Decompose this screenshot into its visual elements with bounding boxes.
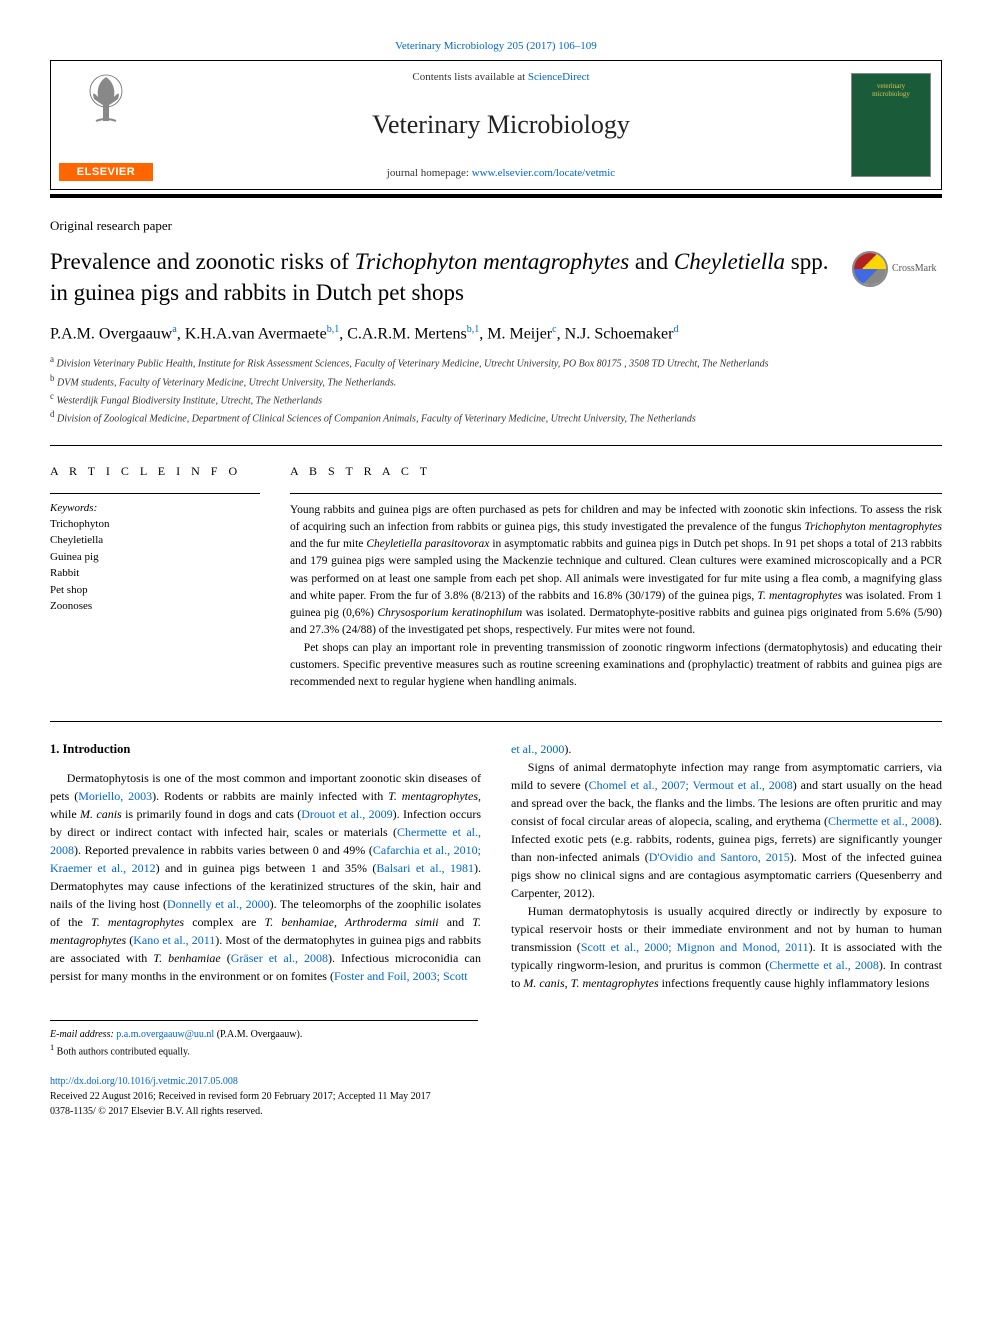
affiliation: Westerdijk Fungal Biodiversity Institute… bbox=[57, 395, 323, 406]
journal-cover: veterinary microbiology bbox=[851, 73, 931, 177]
author-affil-sup[interactable]: b,1 bbox=[467, 324, 480, 335]
keyword: Zoonoses bbox=[50, 598, 260, 615]
crossmark-text: CrossMark bbox=[892, 263, 936, 274]
title-italic: Cheyletiella bbox=[674, 249, 785, 274]
keyword: Guinea pig bbox=[50, 549, 260, 566]
journal-cover-box: veterinary microbiology bbox=[841, 61, 941, 189]
abstract-para: Young rabbits and guinea pigs are often … bbox=[290, 502, 942, 640]
header-citation: Veterinary Microbiology 205 (2017) 106–1… bbox=[50, 40, 942, 52]
citation-link[interactable]: Gräser et al., 2008 bbox=[231, 951, 328, 965]
keyword: Cheyletiella bbox=[50, 532, 260, 549]
body-para: Human dermatophytosis is usually acquire… bbox=[511, 902, 942, 992]
column-left: 1. Introduction Dermatophytosis is one o… bbox=[50, 740, 481, 992]
affiliations: a Division Veterinary Public Health, Ins… bbox=[50, 353, 942, 426]
contents-prefix: Contents lists available at bbox=[412, 71, 527, 83]
citation-link[interactable]: D'Ovidio and Santoro, 2015 bbox=[649, 850, 790, 864]
citation-link[interactable]: Moriello, 2003 bbox=[78, 789, 152, 803]
author-name: K.H.A.van Avermaete bbox=[185, 325, 327, 342]
divider bbox=[50, 721, 942, 722]
author-affil-sup[interactable]: c bbox=[552, 324, 556, 335]
footnotes: E-mail address: p.a.m.overgaauw@uu.nl (P… bbox=[50, 1020, 478, 1059]
homepage-line: journal homepage: www.elsevier.com/locat… bbox=[387, 167, 615, 179]
citation-link[interactable]: Scott et al., 2000; Mignon and Monod, 20… bbox=[581, 940, 809, 954]
body-para: Dermatophytosis is one of the most commo… bbox=[50, 769, 481, 985]
divider bbox=[50, 445, 942, 446]
publisher-name: ELSEVIER bbox=[59, 163, 153, 181]
article-info: A R T I C L E I N F O Keywords: Trichoph… bbox=[50, 464, 260, 692]
received-dates: Received 22 August 2016; Received in rev… bbox=[50, 1089, 942, 1104]
body-para: et al., 2000). bbox=[511, 740, 942, 758]
author-affil-sup[interactable]: b,1 bbox=[327, 324, 340, 335]
elsevier-tree-icon bbox=[76, 69, 136, 129]
title-part: and bbox=[629, 249, 674, 274]
title-italic: Trichophyton mentagrophytes bbox=[355, 249, 629, 274]
citation-link[interactable]: Donnelly et al., 2000 bbox=[167, 897, 270, 911]
citation-link[interactable]: Chermette et al., 2008 bbox=[828, 814, 935, 828]
citation-link[interactable]: et al., 2000 bbox=[511, 742, 564, 756]
paper-type: Original research paper bbox=[50, 218, 942, 234]
keywords-label: Keywords: bbox=[50, 493, 260, 514]
citation-link[interactable]: Balsari et al., 1981 bbox=[376, 861, 474, 875]
abstract-header: A B S T R A C T bbox=[290, 464, 942, 479]
body-text: 1. Introduction Dermatophytosis is one o… bbox=[50, 740, 942, 992]
keywords-list: Trichophyton Cheyletiella Guinea pig Rab… bbox=[50, 516, 260, 615]
cover-title-1: veterinary bbox=[877, 82, 905, 90]
title-part: Prevalence and zoonotic risks of bbox=[50, 249, 355, 274]
footer: http://dx.doi.org/10.1016/j.vetmic.2017.… bbox=[50, 1074, 942, 1119]
abstract-para: Pet shops can play an important role in … bbox=[290, 640, 942, 692]
corresponding-email[interactable]: p.a.m.overgaauw@uu.nl bbox=[116, 1029, 214, 1040]
keyword: Rabbit bbox=[50, 565, 260, 582]
author-name: C.A.R.M. Mertens bbox=[347, 325, 467, 342]
article-info-header: A R T I C L E I N F O bbox=[50, 464, 260, 479]
paper-title: Prevalence and zoonotic risks of Trichop… bbox=[50, 246, 852, 308]
homepage-link[interactable]: www.elsevier.com/locate/vetmic bbox=[472, 167, 615, 179]
publisher-logo: ELSEVIER bbox=[51, 61, 161, 189]
section-heading: 1. Introduction bbox=[50, 740, 481, 759]
affiliation: Division of Zoological Medicine, Departm… bbox=[57, 414, 696, 425]
crossmark-badge[interactable]: CrossMark bbox=[852, 246, 942, 291]
author-name: P.A.M. Overgaauw bbox=[50, 325, 172, 342]
citation-link[interactable]: Kano et al., 2011 bbox=[133, 933, 215, 947]
issn-copyright: 0378-1135/ © 2017 Elsevier B.V. All righ… bbox=[50, 1104, 942, 1119]
author-name: M. Meijer bbox=[487, 325, 552, 342]
authors: P.A.M. Overgaauwa, K.H.A.van Avermaeteb,… bbox=[50, 324, 942, 343]
contents-line: Contents lists available at ScienceDirec… bbox=[412, 71, 589, 83]
journal-header: ELSEVIER Contents lists available at Sci… bbox=[50, 60, 942, 190]
body-para: Signs of animal dermatophyte infection m… bbox=[511, 758, 942, 902]
citation-link[interactable]: Foster and Foil, 2003; Scott bbox=[334, 969, 468, 983]
homepage-prefix: journal homepage: bbox=[387, 167, 472, 179]
affiliation: DVM students, Faculty of Veterinary Medi… bbox=[57, 377, 396, 388]
journal-name: Veterinary Microbiology bbox=[372, 110, 630, 140]
abstract: A B S T R A C T Young rabbits and guinea… bbox=[290, 464, 942, 692]
author-name: N.J. Schoemaker bbox=[565, 325, 674, 342]
sciencedirect-link[interactable]: ScienceDirect bbox=[528, 71, 590, 83]
email-who: (P.A.M. Overgaauw). bbox=[214, 1029, 302, 1040]
citation-link[interactable]: Chomel et al., 2007; Vermout et al., 200… bbox=[589, 778, 793, 792]
email-label: E-mail address: bbox=[50, 1029, 116, 1040]
crossmark-icon bbox=[852, 251, 888, 287]
citation-link[interactable]: Drouot et al., 2009 bbox=[301, 807, 392, 821]
citation-link[interactable]: Chermette et al., 2008 bbox=[769, 958, 879, 972]
author-affil-sup[interactable]: d bbox=[673, 324, 678, 335]
column-right: et al., 2000). Signs of animal dermatoph… bbox=[511, 740, 942, 992]
doi-link[interactable]: http://dx.doi.org/10.1016/j.vetmic.2017.… bbox=[50, 1076, 238, 1087]
author-affil-sup[interactable]: a bbox=[172, 324, 176, 335]
cover-title-2: microbiology bbox=[872, 90, 910, 98]
footnote-text: Both authors contributed equally. bbox=[57, 1047, 190, 1058]
affiliation: Division Veterinary Public Health, Insti… bbox=[57, 359, 769, 370]
keyword: Pet shop bbox=[50, 582, 260, 599]
keyword: Trichophyton bbox=[50, 516, 260, 533]
header-rule bbox=[50, 194, 942, 198]
